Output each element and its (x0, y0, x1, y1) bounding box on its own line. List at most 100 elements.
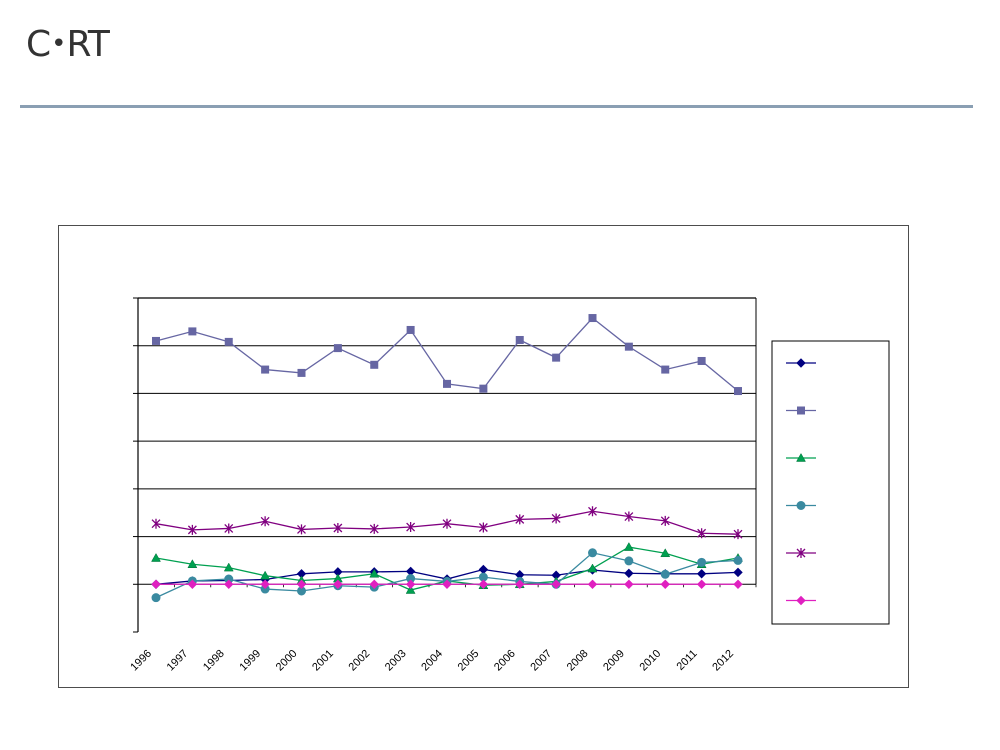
series-6-point (696, 579, 707, 589)
x-tick-label: 1999 (237, 648, 263, 674)
x-tick-label: 1996 (128, 648, 154, 674)
series-2-point (443, 379, 451, 388)
series-4-point (588, 548, 597, 558)
x-tick-label: 2011 (675, 648, 700, 673)
x-tick-label: 2009 (601, 648, 627, 674)
legend-marker (796, 595, 806, 606)
series-5-point (624, 511, 634, 522)
legend-marker (796, 452, 806, 462)
series-6-point (151, 579, 161, 589)
series-2-point (297, 368, 306, 377)
series-2-point (370, 360, 379, 369)
series-6-point (478, 579, 489, 589)
x-tick-label: 1997 (165, 648, 191, 674)
series-2-point (515, 335, 524, 344)
series-1-point (733, 567, 743, 578)
x-tick-label: 2008 (565, 648, 591, 674)
logo-dot: • (51, 29, 66, 59)
series-6-point (587, 579, 598, 589)
series-3-point (151, 553, 161, 562)
logo-rt: RT (66, 24, 109, 65)
series-3-point (187, 559, 198, 568)
legend-marker (796, 358, 806, 368)
series-5-point (297, 524, 306, 535)
series-2-point (552, 353, 561, 362)
header-rule (20, 105, 973, 108)
series-5-point (260, 516, 270, 527)
series-5-point (369, 523, 379, 534)
crt-logo: C•RT (26, 22, 110, 66)
series-6-point (187, 579, 198, 589)
series-3-point (405, 585, 416, 594)
series-2-point (588, 314, 597, 323)
series-2-point (734, 387, 742, 396)
legend-marker (796, 501, 806, 510)
x-tick-label: 2002 (347, 648, 373, 674)
series-2-point (333, 344, 342, 353)
x-tick-label: 1998 (201, 648, 227, 674)
series-4-point (660, 569, 670, 579)
series-3-point (260, 570, 271, 580)
series-5-point (588, 506, 597, 517)
series-6-point (405, 579, 416, 589)
series-6-point (551, 579, 561, 589)
series-4-point (697, 557, 707, 567)
series-6-point (369, 579, 379, 589)
series-6-point (733, 579, 743, 589)
x-tick-label: 2005 (456, 648, 482, 674)
x-tick-label: 2006 (492, 648, 518, 674)
legend-marker (797, 406, 805, 415)
series-3-point (587, 563, 598, 573)
series-5-point (333, 522, 343, 533)
series-2-point (188, 327, 197, 336)
series-6-point (224, 579, 234, 589)
series-5-point (442, 518, 452, 529)
series-5-point (224, 523, 234, 534)
series-2-point (479, 384, 488, 393)
series-1-point (624, 568, 634, 579)
series-4-point (733, 555, 743, 565)
series-1-point (696, 569, 707, 579)
series-5-point (515, 514, 525, 525)
series-5-point (660, 515, 670, 526)
line-chart: 1996 1997 1998 1999 2000 2001 2002 2003 2004 2005… (128, 297, 890, 674)
series-4-point (624, 556, 634, 566)
series-2-point (697, 356, 706, 365)
series-5-point (697, 528, 707, 539)
series-5-point (733, 529, 743, 540)
series-5-point (187, 524, 197, 535)
series-2-point (624, 342, 633, 351)
series-3-point (660, 548, 671, 558)
series-6-point (660, 579, 670, 589)
series-6-point (624, 579, 634, 589)
series-3-point (623, 542, 634, 551)
legend-marker (796, 548, 806, 558)
series-6-point (333, 579, 343, 589)
x-tick-label: 2010 (638, 648, 664, 674)
chart-frame: 1996 1997 1998 1999 2000 2001 2002 2003 2004 2005… (58, 225, 909, 688)
series-6-point (260, 579, 270, 589)
series-5-point (151, 518, 161, 529)
series-2-point (661, 365, 670, 374)
series-3-point (223, 562, 234, 572)
legend (771, 340, 890, 625)
series-6-point (296, 579, 307, 589)
series-6-point (515, 579, 525, 589)
series-3-point (369, 568, 380, 578)
series-5-point (478, 522, 488, 533)
series-2-point (406, 325, 415, 334)
series-2-point (224, 337, 233, 346)
series-5-point (406, 522, 416, 533)
x-tick-label: 2000 (274, 648, 300, 674)
x-tick-label: 2012 (710, 648, 736, 674)
x-tick-label: 2003 (383, 648, 409, 674)
series-2-point (261, 365, 270, 374)
series-1-point (478, 564, 489, 575)
series-4-point (151, 593, 161, 603)
series-5-point (551, 513, 561, 524)
series-2-point (152, 336, 160, 345)
x-tick-label: 2001 (310, 648, 336, 674)
logo-c: C (26, 24, 51, 65)
x-tick-label: 2007 (528, 648, 554, 674)
x-tick-label: 2004 (419, 648, 445, 674)
